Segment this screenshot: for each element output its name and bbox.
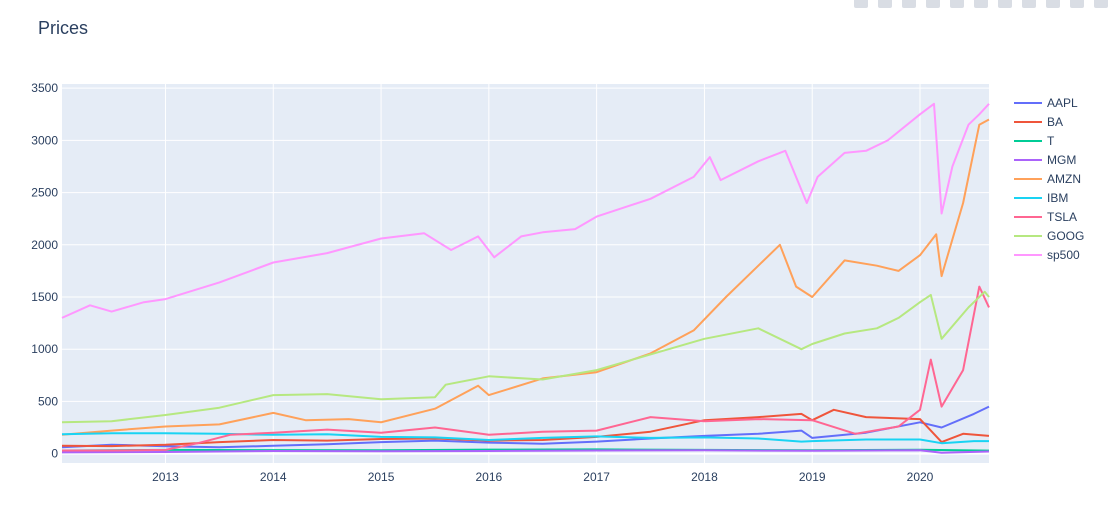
x-tick-label: 2018: [691, 470, 718, 484]
x-tick-label: 2016: [475, 470, 502, 484]
x-tick-label: 2013: [152, 470, 179, 484]
legend-item-aapl[interactable]: AAPL: [1014, 96, 1078, 110]
legend-label: sp500: [1047, 248, 1080, 262]
chart-title: Prices: [38, 18, 89, 38]
zoom-out-icon[interactable]: [950, 0, 964, 8]
x-tick-label: 2014: [260, 470, 287, 484]
legend-item-mgm[interactable]: MGM: [1014, 153, 1076, 167]
y-tick-label: 3500: [31, 81, 58, 95]
series-line-aapl[interactable]: [61, 405, 990, 449]
legend-label: BA: [1047, 115, 1063, 129]
series-line-tsla[interactable]: [62, 285, 990, 452]
plot-background: [62, 84, 989, 463]
series-line-sp500[interactable]: [61, 102, 990, 319]
autoscale-icon[interactable]: [974, 0, 988, 8]
y-tick-label: 3000: [31, 133, 58, 147]
series-line-amzn[interactable]: [61, 118, 990, 436]
legend-label: AAPL: [1047, 96, 1078, 110]
camera-icon[interactable]: [854, 0, 868, 8]
y-tick-label: 1500: [31, 290, 58, 304]
x-tick-label: 2020: [907, 470, 934, 484]
home-icon[interactable]: [998, 0, 1012, 8]
legend-label: GOOG: [1047, 229, 1084, 243]
pan-icon[interactable]: [902, 0, 916, 8]
legend-item-ba[interactable]: BA: [1014, 115, 1063, 129]
legend-item-amzn[interactable]: AMZN: [1014, 172, 1081, 186]
spike-lines-icon[interactable]: [1022, 0, 1036, 8]
legend-item-sp500[interactable]: sp500: [1014, 248, 1080, 262]
tick-labels: 0 500 1000 1500 2000 2500 3000 3500 2013 2014 2015…: [31, 81, 933, 484]
series-line-mgm[interactable]: [61, 449, 990, 454]
y-tick-label: 0: [51, 447, 58, 461]
x-tick-label: 2015: [368, 470, 395, 484]
hover-closest-icon[interactable]: [1046, 0, 1060, 8]
legend: AAPL BA T MGM AMZN IBM TSLA GOOG sp500: [1014, 96, 1084, 262]
x-tick-label: 2019: [799, 470, 826, 484]
modebar: [854, 0, 1108, 8]
x-tick-label: 2017: [583, 470, 610, 484]
y-tick-label: 2500: [31, 186, 58, 200]
plotly-logo-icon[interactable]: [1094, 0, 1108, 8]
series-lines: [61, 102, 990, 454]
hover-compare-icon[interactable]: [1070, 0, 1084, 8]
y-tick-label: 2000: [31, 238, 58, 252]
zoom-icon[interactable]: [878, 0, 892, 8]
legend-item-ibm[interactable]: IBM: [1014, 191, 1068, 205]
grid-lines: [62, 84, 989, 463]
series-line-ba[interactable]: [61, 408, 990, 448]
zoom-in-icon[interactable]: [926, 0, 940, 8]
y-tick-label: 1000: [31, 342, 58, 356]
legend-label: TSLA: [1047, 210, 1077, 224]
series-line-goog[interactable]: [61, 290, 990, 424]
legend-item-tsla[interactable]: TSLA: [1014, 210, 1077, 224]
legend-label: T: [1047, 134, 1055, 148]
legend-label: MGM: [1047, 153, 1076, 167]
legend-item-goog[interactable]: GOOG: [1014, 229, 1084, 243]
legend-item-t[interactable]: T: [1014, 134, 1055, 148]
y-tick-label: 500: [38, 394, 58, 408]
legend-label: AMZN: [1047, 172, 1081, 186]
legend-label: IBM: [1047, 191, 1068, 205]
